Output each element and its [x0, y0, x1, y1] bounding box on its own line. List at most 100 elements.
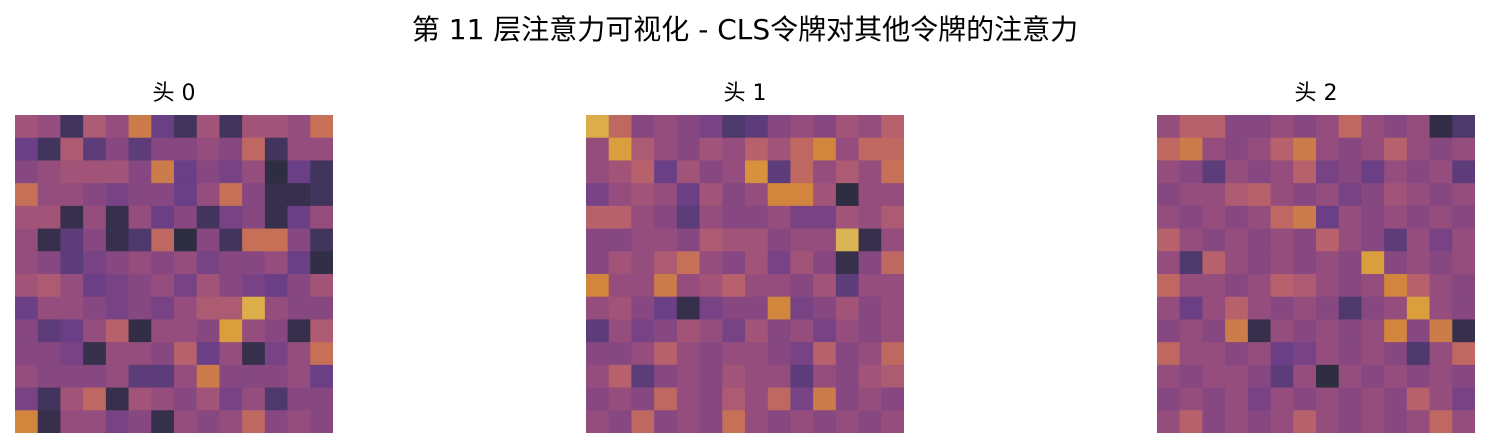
heatmap-cell [1179, 296, 1203, 320]
heatmap-cell [242, 296, 266, 320]
heatmap-cell [310, 228, 333, 252]
heatmap-cell [790, 183, 814, 207]
heatmap-cell [767, 274, 791, 298]
heatmap-cell [1406, 387, 1430, 411]
heatmap-cell [835, 160, 859, 184]
heatmap-cell [608, 183, 632, 207]
heatmap-cell [1429, 364, 1453, 388]
heatmap-cell [37, 296, 61, 320]
heatmap-cell [219, 137, 243, 161]
heatmap-cell [60, 205, 84, 229]
heatmap-cell [219, 160, 243, 184]
heatmap-cell [1452, 205, 1475, 229]
heatmap-cell [151, 183, 175, 207]
heatmap-cell [1270, 387, 1294, 411]
heatmap-cell [631, 251, 655, 275]
heatmap-cell [1429, 274, 1453, 298]
heatmap-cell [1225, 228, 1249, 252]
heatmap-cell [813, 342, 837, 366]
heatmap-cell [1270, 274, 1294, 298]
heatmap-cell [196, 342, 220, 366]
heatmap-cell [790, 364, 814, 388]
heatmap-cell [1429, 410, 1453, 433]
heatmap-cell [881, 342, 904, 366]
heatmap-cell [1157, 228, 1181, 252]
heatmap-cell [37, 364, 61, 388]
heatmap-cell [15, 342, 39, 366]
heatmap-cell [654, 342, 678, 366]
heatmap-cell [1293, 251, 1317, 275]
heatmap-cell [835, 205, 859, 229]
heatmap-cell [1452, 387, 1475, 411]
heatmap-cell [128, 364, 152, 388]
heatmap-cell [745, 342, 769, 366]
heatmap-cell [722, 228, 746, 252]
heatmap-cell [15, 160, 39, 184]
heatmap-cell [813, 274, 837, 298]
heatmap-cell [60, 410, 84, 433]
heatmap-cell [1338, 319, 1362, 343]
heatmap-cell [745, 251, 769, 275]
heatmap-cell [654, 274, 678, 298]
heatmap-cell [1429, 387, 1453, 411]
heatmap-cell [654, 228, 678, 252]
heatmap-cell [1361, 205, 1385, 229]
heatmap-cell [1179, 342, 1203, 366]
heatmap-cell [1179, 364, 1203, 388]
heatmap-cell [1361, 319, 1385, 343]
heatmap-cell [151, 387, 175, 411]
heatmap-cell [310, 342, 333, 366]
heatmap-cell [1247, 205, 1271, 229]
heatmap-cell [1247, 228, 1271, 252]
heatmap-cell [1406, 205, 1430, 229]
heatmap-cell [1247, 319, 1271, 343]
heatmap-cell [745, 205, 769, 229]
heatmap-cell [1157, 205, 1181, 229]
heatmap-cell [1157, 364, 1181, 388]
heatmap-cell [264, 274, 288, 298]
heatmap-cell [767, 364, 791, 388]
heatmap-cell [60, 387, 84, 411]
heatmap-cell [654, 115, 678, 139]
heatmap-cell [858, 183, 882, 207]
heatmap-cell [1316, 319, 1340, 343]
heatmap-cell [881, 115, 904, 139]
heatmap-cell [174, 319, 198, 343]
heatmap-cell [858, 228, 882, 252]
heatmap-cell [15, 296, 39, 320]
heatmap-cell [835, 137, 859, 161]
heatmap-cell [790, 387, 814, 411]
heatmap-cell [676, 410, 700, 433]
heatmap-cell [767, 342, 791, 366]
heatmap-cell [287, 205, 311, 229]
heatmap-cell [174, 387, 198, 411]
heatmap-cell [1202, 137, 1226, 161]
heatmap-cell [767, 160, 791, 184]
heatmap-cell [264, 364, 288, 388]
heatmap-cell [1452, 364, 1475, 388]
heatmap-cell [37, 319, 61, 343]
heatmap-cell [767, 228, 791, 252]
heatmap-cell [881, 160, 904, 184]
heatmap-cell [1157, 137, 1181, 161]
heatmap-cell [790, 251, 814, 275]
heatmap-cell [1384, 319, 1408, 343]
heatmap-cell [631, 319, 655, 343]
heatmap-cell [586, 205, 610, 229]
heatmap-cell [835, 364, 859, 388]
heatmap-cell [1179, 115, 1203, 139]
heatmap-cell [83, 205, 107, 229]
heatmap-cell [196, 296, 220, 320]
heatmap-cell [219, 251, 243, 275]
heatmap-cell [1452, 342, 1475, 366]
heatmap-cell [608, 274, 632, 298]
heatmap-cell [790, 410, 814, 433]
heatmap-cell [264, 296, 288, 320]
heatmap-cell [1406, 410, 1430, 433]
panel-title-head-1: 头 1 [723, 81, 767, 106]
heatmap-cell [105, 319, 129, 343]
heatmap-cell [722, 342, 746, 366]
heatmap-cell [1361, 228, 1385, 252]
heatmap-cell [242, 319, 266, 343]
heatmap-cell [15, 319, 39, 343]
